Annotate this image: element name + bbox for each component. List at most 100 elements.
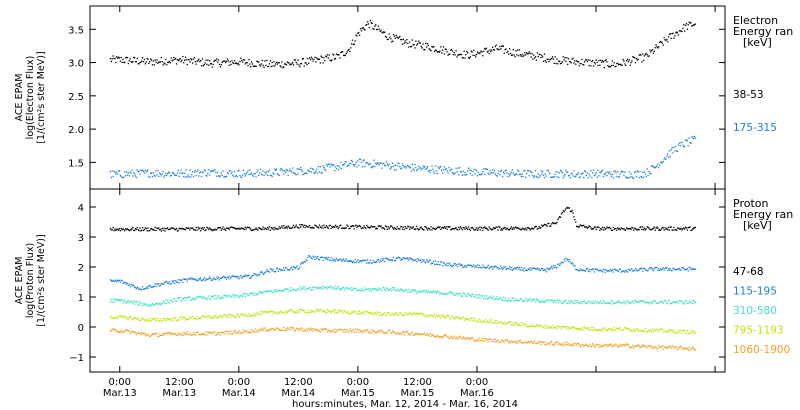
- data-point: [642, 344, 645, 346]
- data-point: [174, 332, 176, 335]
- data-point: [269, 290, 271, 292]
- data-point: [448, 166, 450, 169]
- data-point: [137, 171, 139, 173]
- data-point: [402, 38, 404, 40]
- data-point: [338, 288, 340, 290]
- data-point: [144, 288, 146, 290]
- data-point: [613, 228, 615, 230]
- data-point: [502, 340, 505, 343]
- data-point: [491, 319, 493, 321]
- data-point: [634, 57, 636, 59]
- data-point: [141, 170, 143, 172]
- data-point: [693, 268, 695, 270]
- data-point: [257, 313, 259, 315]
- data-point: [160, 282, 162, 285]
- data-point: [638, 177, 640, 179]
- data-point: [583, 64, 585, 66]
- data-point: [182, 332, 184, 334]
- data-point: [306, 63, 308, 66]
- data-point: [491, 340, 493, 343]
- data-point: [185, 333, 187, 335]
- data-point: [366, 288, 368, 290]
- data-point: [417, 257, 419, 260]
- data-point: [533, 176, 535, 179]
- data-point: [136, 318, 138, 320]
- data-point: [157, 317, 159, 320]
- data-point: [111, 229, 113, 231]
- data-point: [491, 266, 493, 268]
- data-point: [373, 288, 375, 290]
- data-point: [693, 24, 696, 26]
- data-point: [277, 289, 279, 291]
- data-point: [123, 281, 125, 283]
- data-point: [149, 176, 151, 178]
- data-point: [611, 345, 613, 348]
- data-point: [180, 228, 182, 230]
- data-point: [214, 298, 216, 300]
- data-point: [595, 343, 597, 345]
- data-point: [460, 171, 463, 173]
- data-point: [673, 329, 675, 331]
- data-point: [247, 170, 249, 172]
- data-point: [522, 175, 524, 178]
- data-point: [141, 304, 143, 307]
- data-point: [393, 227, 396, 229]
- data-point: [180, 300, 182, 302]
- data-point: [292, 327, 295, 329]
- data-point: [454, 172, 456, 174]
- data-point: [234, 275, 237, 278]
- data-point: [579, 345, 581, 347]
- data-point: [568, 174, 571, 177]
- data-point: [233, 315, 235, 317]
- data-point: [248, 173, 250, 175]
- data-point: [151, 318, 154, 320]
- data-point: [289, 326, 291, 328]
- data-point: [390, 225, 392, 227]
- data-point: [434, 228, 437, 231]
- data-point: [468, 169, 471, 171]
- data-point: [634, 171, 637, 173]
- data-point: [506, 338, 508, 341]
- data-point: [449, 170, 451, 172]
- data-point: [257, 294, 259, 296]
- data-point: [376, 28, 379, 31]
- data-point: [349, 162, 351, 165]
- data-point: [423, 289, 425, 291]
- data-point: [284, 310, 286, 312]
- data-point: [192, 332, 195, 334]
- data-point: [193, 297, 196, 299]
- data-point: [268, 329, 271, 331]
- data-point: [346, 329, 348, 331]
- data-point: [427, 44, 429, 47]
- data-point: [259, 311, 262, 313]
- data-point: [439, 264, 441, 266]
- data-point: [563, 325, 565, 327]
- data-point: [450, 318, 452, 320]
- data-point: [565, 326, 567, 328]
- data-point: [473, 296, 475, 298]
- data-point: [214, 168, 216, 171]
- data-point: [331, 311, 333, 313]
- data-point: [167, 61, 169, 64]
- data-point: [239, 228, 241, 231]
- data-point: [694, 137, 696, 139]
- data-point: [537, 342, 539, 344]
- data-point: [140, 333, 142, 335]
- data-point: [190, 58, 192, 60]
- data-point: [446, 51, 448, 53]
- data-point: [597, 64, 599, 67]
- data-point: [502, 45, 505, 47]
- data-point: [238, 227, 240, 229]
- data-point: [544, 269, 546, 271]
- data-point: [502, 296, 505, 298]
- data-point: [551, 176, 553, 178]
- data-point: [192, 62, 194, 64]
- data-point: [142, 333, 144, 335]
- data-point: [352, 225, 354, 227]
- data-point: [384, 165, 387, 167]
- data-point: [625, 327, 627, 329]
- data-point: [216, 276, 218, 278]
- data-point: [159, 334, 162, 337]
- data-point: [110, 298, 112, 300]
- data-point: [260, 329, 263, 331]
